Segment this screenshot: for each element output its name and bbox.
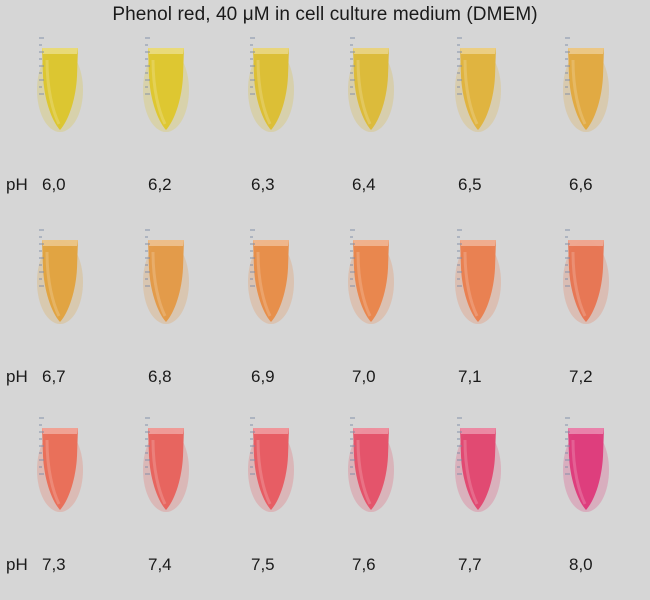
tube <box>29 30 89 140</box>
tube <box>447 410 507 520</box>
tube <box>135 222 195 332</box>
tube <box>135 410 195 520</box>
ph-value: 7,4 <box>148 555 172 574</box>
ph-value: 6,4 <box>352 175 376 194</box>
tube <box>340 410 400 520</box>
ph-label: pH <box>6 367 28 386</box>
tube <box>340 30 400 140</box>
tube <box>240 222 300 332</box>
tube <box>135 30 195 140</box>
ph-value: 6,0 <box>42 175 66 194</box>
ph-value: 6,3 <box>251 175 275 194</box>
ph-value: 6,5 <box>458 175 482 194</box>
tube <box>555 410 615 520</box>
ph-value: 8,0 <box>569 555 593 574</box>
figure-title: Phenol red, 40 μM in cell culture medium… <box>112 4 538 25</box>
tube <box>447 222 507 332</box>
ph-value: 7,0 <box>352 367 376 386</box>
tube <box>555 30 615 140</box>
ph-value: 7,2 <box>569 367 593 386</box>
ph-label: pH <box>6 175 28 194</box>
ph-value: 6,7 <box>42 367 66 386</box>
ph-value: 6,2 <box>148 175 172 194</box>
ph-value: 6,9 <box>251 367 275 386</box>
ph-value: 7,1 <box>458 367 482 386</box>
tube <box>555 222 615 332</box>
tube <box>29 222 89 332</box>
ph-value: 6,6 <box>569 175 593 194</box>
ph-value: 6,8 <box>148 367 172 386</box>
tube-row: pH 7,3 7,4 7,5 7,6 7,7 8,0 <box>0 410 650 600</box>
tube-row: pH 6,7 6,8 6,9 7,0 7,1 7,2 <box>0 222 650 412</box>
tube-row: pH 6,0 6,2 6,3 6,4 6,5 6,6 <box>0 30 650 220</box>
ph-value: 7,5 <box>251 555 275 574</box>
tube <box>447 30 507 140</box>
tube <box>29 410 89 520</box>
ph-label: pH <box>6 555 28 574</box>
tube <box>340 222 400 332</box>
ph-value: 7,3 <box>42 555 66 574</box>
tube <box>240 410 300 520</box>
ph-value: 7,7 <box>458 555 482 574</box>
ph-value: 7,6 <box>352 555 376 574</box>
tube <box>240 30 300 140</box>
